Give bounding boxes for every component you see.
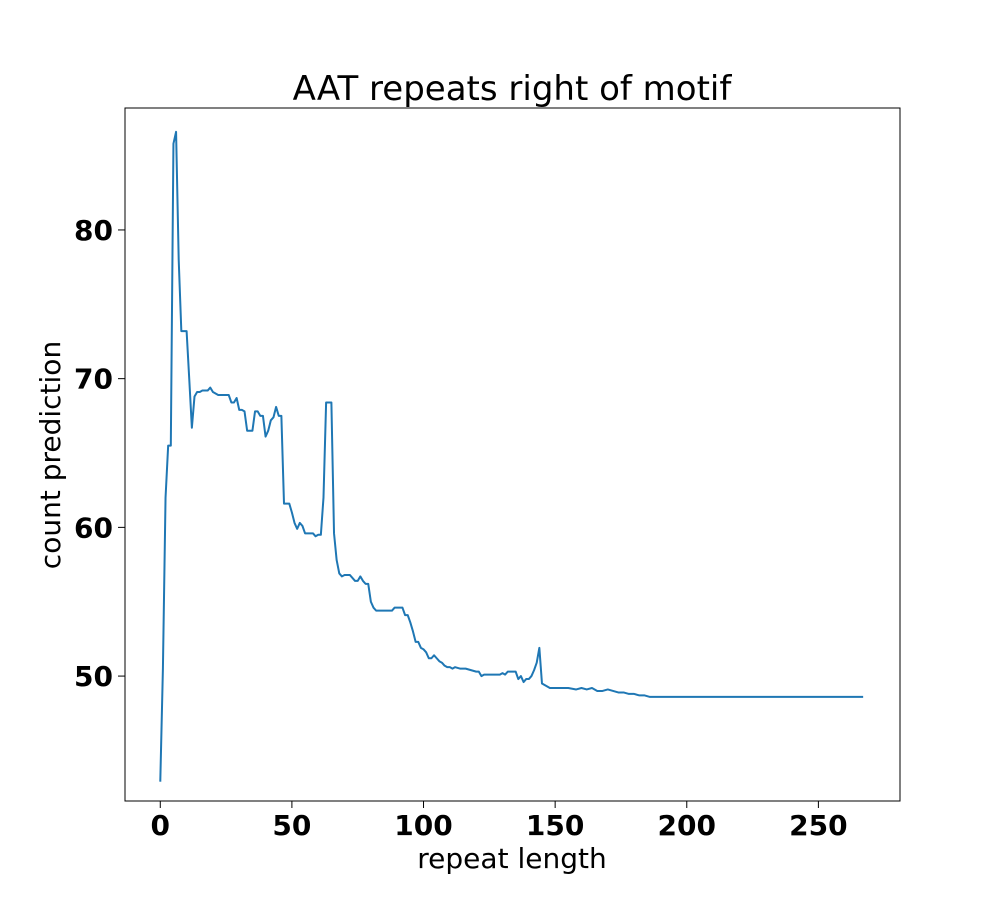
y-tick-label: 80 [74,214,113,247]
series-line [159,130,864,782]
x-axis-label: repeat length [417,842,606,875]
x-axis: 0 50 100 150 200 250 [151,801,848,842]
x-tick-label: 0 [151,809,170,842]
x-tick-label: 250 [789,809,847,842]
y-axis: 50 60 70 80 [74,214,125,693]
x-tick-label: 50 [272,809,311,842]
x-tick-label: 150 [526,809,584,842]
y-tick-label: 60 [74,511,113,544]
y-tick-label: 70 [74,363,113,396]
chart-title: AAT repeats right of motif [293,69,733,109]
y-axis-label: count prediction [34,341,67,569]
plot-frame [124,107,901,802]
x-tick-label: 100 [394,809,452,842]
y-tick-label: 50 [74,660,113,693]
x-tick-label: 200 [658,809,716,842]
